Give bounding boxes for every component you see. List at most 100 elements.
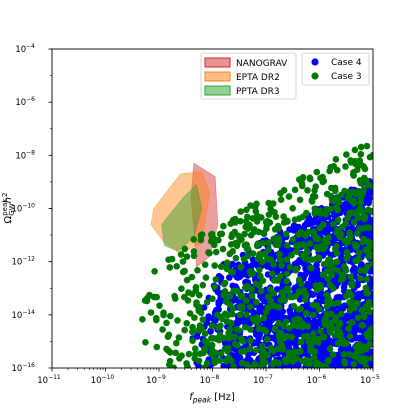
case3-point [311,348,319,355]
case3-point [349,280,356,288]
case3-point [351,240,358,248]
case3-point [365,224,373,232]
case3-point [153,316,160,324]
case3-point [172,349,179,357]
case3-point [270,277,278,284]
case3-point [197,232,205,239]
case4-point [343,205,350,212]
case3-point [252,346,260,354]
case3-point [313,243,320,251]
case3-point [357,199,364,206]
case3-point [241,284,249,292]
case3-point [240,255,248,263]
case3-point [368,326,373,333]
case3-point [322,363,330,368]
case3-point [248,292,256,300]
case4-point [340,283,348,291]
case3-point [306,240,314,247]
case3-point [146,291,153,299]
case3-point [359,225,367,232]
case4-point [239,271,246,278]
case3-point [231,215,239,223]
case4-point [285,342,292,350]
case3-point [226,301,234,308]
case3-point [347,319,354,327]
case3-point [164,347,172,354]
case3-point [313,362,320,368]
case3-point [310,311,317,319]
case3-point [336,320,344,327]
case3-point [265,246,272,253]
case3-point [153,343,161,351]
case3-point [363,355,370,363]
case4-point [333,361,341,368]
case3-point [173,339,180,347]
case3-point [344,215,351,222]
case4-point [292,341,300,349]
case3-point [269,270,276,278]
case3-point [313,168,321,176]
case3-point [314,254,322,261]
case3-point [365,206,372,214]
case3-point [173,263,180,270]
case3-point [337,276,345,284]
case4-point [295,223,302,231]
case3-point [291,216,299,223]
case3-point [199,316,207,323]
case3-point [320,221,327,228]
case3-point [332,187,339,195]
case3-point [219,245,227,253]
case3-point [231,340,239,348]
case3-point [243,206,250,214]
case3-point [265,239,273,247]
case3-point [224,347,231,355]
case3-point [332,331,340,339]
case3-point [252,360,259,368]
case3-point [226,250,234,258]
case3-point [170,364,178,368]
case3-point [327,310,335,318]
case4-point [325,226,332,234]
case3-point [366,340,373,348]
case3-point [184,297,192,304]
case3-point [238,303,246,310]
case3-point [237,293,244,301]
case4-point [229,260,236,268]
case3-point [276,256,284,263]
case4-point [341,302,348,310]
case3-point [275,319,283,327]
case3-point [217,263,225,271]
case3-point [256,266,263,274]
case3-point [233,326,241,333]
case3-point [286,263,294,271]
case3-point [189,328,196,336]
case3-point [181,267,188,275]
case3-point [159,326,166,333]
case3-point [265,199,273,207]
case3-point [291,316,298,324]
case3-point [283,277,291,285]
case3-point [357,143,365,151]
case4-point [307,276,315,283]
case3-point [250,228,258,236]
case3-point [226,292,234,300]
case3-point [277,196,285,203]
case3-point [288,251,295,259]
case3-point [307,264,314,272]
case3-point [228,233,235,241]
case3-point [255,325,263,332]
legend-series-box [301,52,370,86]
case3-point [289,236,297,243]
case3-point [311,354,318,361]
case3-point [223,259,231,267]
case3-point [276,250,283,258]
case3-point [270,235,278,242]
case3-point [166,357,174,365]
case3-point [334,339,342,347]
case3-point [291,186,299,194]
case3-point [297,347,304,355]
case3-point [172,295,179,302]
case3-point [246,268,254,275]
legend-label-epta: EPTA DR2 [236,73,280,83]
